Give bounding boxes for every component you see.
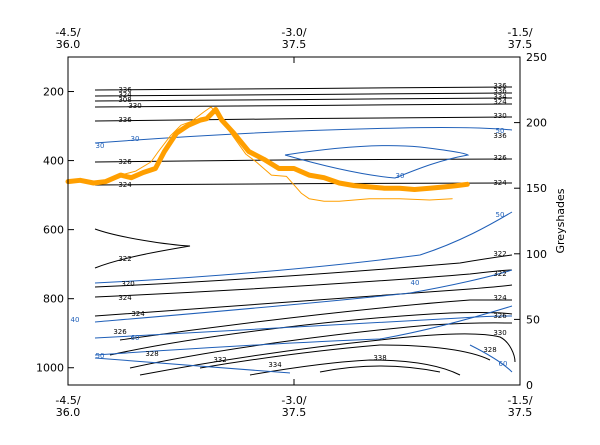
contour-black bbox=[129, 322, 513, 369]
label-layer: -4.5/36.0-4.5/36.0-3.0/37.5-3.0/37.5-1.5… bbox=[36, 26, 567, 419]
contour-label-black: 324 bbox=[493, 294, 507, 302]
contour-black bbox=[94, 103, 513, 108]
series-line-thick bbox=[65, 107, 470, 192]
contour-black bbox=[94, 92, 513, 97]
contour-blue bbox=[94, 127, 513, 144]
x-tick-label-top: -1.5/ bbox=[507, 26, 532, 39]
y-right-tick-label: 200 bbox=[526, 117, 547, 130]
axes bbox=[67, 56, 521, 386]
contour-label-black: 336 bbox=[493, 87, 507, 95]
x-tick-label-bottom-sub: 36.0 bbox=[56, 406, 81, 419]
contour-black bbox=[319, 365, 441, 373]
contour-black bbox=[94, 86, 513, 91]
contour-label-blue: 50 bbox=[96, 352, 105, 360]
contour-black bbox=[199, 344, 491, 369]
x-tick-label-bottom: -1.5/ bbox=[507, 394, 532, 407]
contour-label-black: 336 bbox=[493, 132, 507, 140]
contour-label-black: 328 bbox=[483, 346, 496, 354]
contour-label-black: 324 bbox=[493, 98, 507, 106]
y-right-tick-label: 150 bbox=[526, 182, 547, 195]
y-left-tick-label: 400 bbox=[43, 155, 64, 168]
contour-label-black: 334 bbox=[493, 93, 507, 101]
contour-label-black: 324 bbox=[118, 294, 132, 302]
contour-label-black: 336 bbox=[118, 86, 132, 94]
y-right-axis-title: Greyshades bbox=[554, 188, 567, 253]
contour-label-black: 320 bbox=[121, 280, 134, 288]
contour-blue bbox=[94, 315, 513, 339]
contour-layer bbox=[94, 86, 516, 376]
x-tick-label-top-sub: 37.5 bbox=[282, 38, 307, 51]
contour-label-blue: 40 bbox=[411, 279, 420, 287]
contour-label-black: 336 bbox=[493, 82, 507, 90]
contour-black bbox=[94, 228, 191, 269]
x-tick-label-bottom: -4.5/ bbox=[55, 394, 80, 407]
contour-blue bbox=[94, 357, 291, 374]
y-right-tick-label: 100 bbox=[526, 248, 547, 261]
contour-label-black: 336 bbox=[118, 116, 132, 124]
contour-label-black: 326 bbox=[493, 154, 507, 162]
contour-label-black: 330 bbox=[493, 329, 506, 337]
x-tick-label-top-sub: 37.5 bbox=[508, 38, 533, 51]
y-right-tick-label: 250 bbox=[526, 51, 547, 64]
contour-label-black: 322 bbox=[118, 255, 131, 263]
y-left-tick-label: 1000 bbox=[36, 362, 64, 375]
x-tick-label-top: -4.5/ bbox=[55, 26, 80, 39]
x-tick-label-top-sub: 36.0 bbox=[56, 38, 81, 51]
contour-label-black: 326 bbox=[113, 328, 127, 336]
y-left-tick-label: 800 bbox=[43, 293, 64, 306]
contour-label-black: 322 bbox=[493, 270, 506, 278]
contour-blue bbox=[284, 145, 470, 179]
y-left-tick-label: 600 bbox=[43, 224, 64, 237]
contour-label-black: 324 bbox=[493, 179, 507, 187]
contour-black bbox=[94, 97, 513, 102]
contour-label-black: 330 bbox=[128, 102, 141, 110]
contour-label-black: 332 bbox=[213, 356, 226, 364]
contour-label-blue: 60 bbox=[131, 334, 140, 342]
series-layer bbox=[65, 106, 470, 202]
contour-label-blue: 50 bbox=[496, 127, 505, 135]
contour-label-blue: 50 bbox=[496, 211, 505, 219]
contour-label-blue: 30 bbox=[396, 172, 405, 180]
contour-label-blue: 30 bbox=[96, 142, 105, 150]
x-tick-label-bottom-sub: 37.5 bbox=[282, 406, 307, 419]
y-left-tick-label: 200 bbox=[43, 86, 64, 99]
contour-blue bbox=[469, 344, 513, 373]
contour-label-black: 308 bbox=[118, 96, 131, 104]
x-tick-label-bottom-sub: 37.5 bbox=[508, 406, 533, 419]
contour-label-blue: 30 bbox=[131, 135, 140, 143]
contour-label-blue: 40 bbox=[71, 316, 80, 324]
contour-label-black: 324 bbox=[118, 181, 132, 189]
contour-blue bbox=[94, 305, 513, 356]
contour-label-black: 330 bbox=[493, 112, 506, 120]
contour-label-black: 322 bbox=[493, 250, 506, 258]
contour-blue bbox=[94, 269, 513, 323]
contour-label-black: 328 bbox=[145, 350, 158, 358]
x-tick-label-bottom: -3.0/ bbox=[281, 394, 306, 407]
contour-label-black: 324 bbox=[131, 310, 145, 318]
contour-black bbox=[94, 116, 513, 122]
contour-black bbox=[94, 269, 513, 298]
contour-black bbox=[249, 359, 461, 376]
contour-label-black: 326 bbox=[118, 158, 132, 166]
x-tick-label-top: -3.0/ bbox=[281, 26, 306, 39]
y-right-tick-label: 50 bbox=[526, 313, 540, 326]
y-right-tick-label: 0 bbox=[526, 379, 533, 392]
contour-label-black: 338 bbox=[373, 354, 386, 362]
contour-label-black: 324 bbox=[118, 91, 132, 99]
contour-black bbox=[94, 284, 513, 317]
contour-label-blue: 60 bbox=[499, 360, 508, 368]
contour-black bbox=[119, 299, 512, 341]
series-line-thin bbox=[67, 106, 453, 202]
contour-blue bbox=[94, 211, 513, 284]
contour-black bbox=[139, 333, 516, 376]
contour-label-black: 326 bbox=[493, 312, 507, 320]
contour-label-black: 334 bbox=[268, 361, 282, 369]
contour-black bbox=[94, 254, 513, 288]
